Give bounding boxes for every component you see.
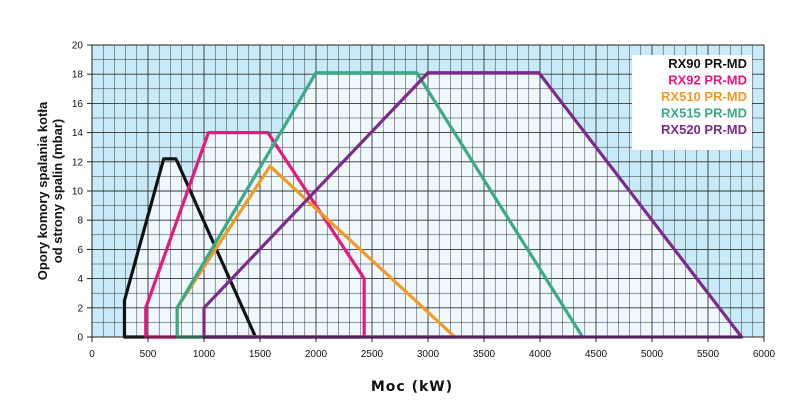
x-tick-label: 1000 bbox=[193, 349, 216, 360]
x-tick-label: 500 bbox=[140, 349, 157, 360]
x-axis-label: Moc (kW) bbox=[371, 379, 453, 395]
y-tick-label: 12 bbox=[72, 157, 84, 168]
y-tick-label: 4 bbox=[77, 274, 83, 285]
x-tick-label: 2000 bbox=[305, 349, 328, 360]
y-tick-label: 10 bbox=[72, 187, 84, 198]
x-tick-label: 0 bbox=[89, 349, 95, 360]
x-tick-label: 1500 bbox=[249, 349, 272, 360]
x-tick-label: 2500 bbox=[361, 349, 384, 360]
x-tick-label: 5000 bbox=[641, 349, 664, 360]
y-tick-label: 14 bbox=[72, 128, 84, 139]
x-tick-label: 3000 bbox=[417, 349, 440, 360]
y-tick-label: 18 bbox=[72, 70, 84, 81]
legend-entry: RX515 PR-MD bbox=[661, 106, 747, 121]
y-axis-label-line-2: od strony spalin (mbar) bbox=[50, 119, 65, 263]
legend-entry: RX510 PR-MD bbox=[661, 89, 747, 104]
y-tick-label: 8 bbox=[77, 216, 83, 227]
legend-entry: RX92 PR-MD bbox=[668, 73, 747, 88]
legend-box bbox=[632, 55, 752, 150]
x-tick-label: 5500 bbox=[697, 349, 720, 360]
y-tick-label: 20 bbox=[72, 41, 84, 52]
x-tick-label: 6000 bbox=[753, 349, 776, 360]
x-tick-labels: 0 500 1000 1500 2000 2500 3000 3500 4000 4500 5000… bbox=[89, 337, 776, 360]
x-tick-label: 3500 bbox=[473, 349, 496, 360]
x-tick-label: 4500 bbox=[585, 349, 608, 360]
legend-entry: RX520 PR-MD bbox=[661, 122, 747, 137]
y-tick-label: 0 bbox=[77, 333, 83, 344]
y-tick-labels: 0 2 4 6 8 10 12 14 16 18 20 bbox=[72, 41, 92, 344]
y-tick-label: 6 bbox=[77, 245, 83, 256]
x-tick-label: 4000 bbox=[529, 349, 552, 360]
y-tick-label: 2 bbox=[77, 303, 83, 314]
legend-entry: RX90 PR-MD bbox=[668, 56, 747, 71]
y-tick-label: 16 bbox=[72, 99, 84, 110]
y-axis-label-line-1: Opory komory spalania kotła bbox=[35, 101, 50, 280]
